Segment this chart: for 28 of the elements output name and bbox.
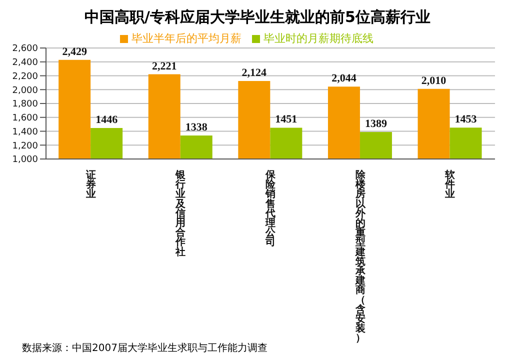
y-tick-label: 2,600 [12, 44, 38, 54]
data-label: 2,124 [242, 67, 268, 80]
data-label: 2,221 [152, 60, 177, 72]
y-tick-label: 2,000 [12, 86, 38, 96]
data-label: 1389 [364, 118, 388, 130]
y-tick-label: 1,000 [12, 155, 38, 166]
category-label: 银行业及信用合作社 [176, 170, 186, 258]
data-label: 1338 [185, 122, 208, 134]
y-tick-label: 1,800 [12, 100, 38, 110]
data-label: 1446 [96, 114, 118, 126]
legend-label: 毕业时的月薪期待底线 [264, 32, 374, 45]
data-label: 2,044 [332, 72, 357, 85]
y-tick-label: 1,600 [12, 114, 38, 124]
chart-title: 中国高职/专科应届大学毕业生就业的前5位高薪行业 [84, 8, 432, 27]
category-label: 除楼房以外的重型建筑承建商（含安装） [355, 170, 366, 344]
y-tick-label: 2,200 [12, 72, 38, 82]
data-label: 1451 [275, 114, 298, 126]
data-label: 2,429 [62, 46, 88, 58]
y-tick-label: 1,400 [12, 127, 38, 138]
x-tick-label: 证券业 [84, 169, 97, 200]
y-tick-label: 1,200 [12, 141, 38, 152]
source-note: 数据来源：中国2007届大学毕业生求职与工作能力调查 [22, 343, 268, 354]
data-label: 1453 [454, 114, 478, 126]
legend-label: 毕业半年后的平均月薪 [132, 32, 242, 45]
y-tick-label: 2,400 [12, 58, 38, 68]
x-tick-label: 软件业 [444, 169, 456, 200]
data-label: 2,010 [421, 74, 447, 87]
x-tick-label: 保险销售代理公司 [264, 169, 276, 248]
